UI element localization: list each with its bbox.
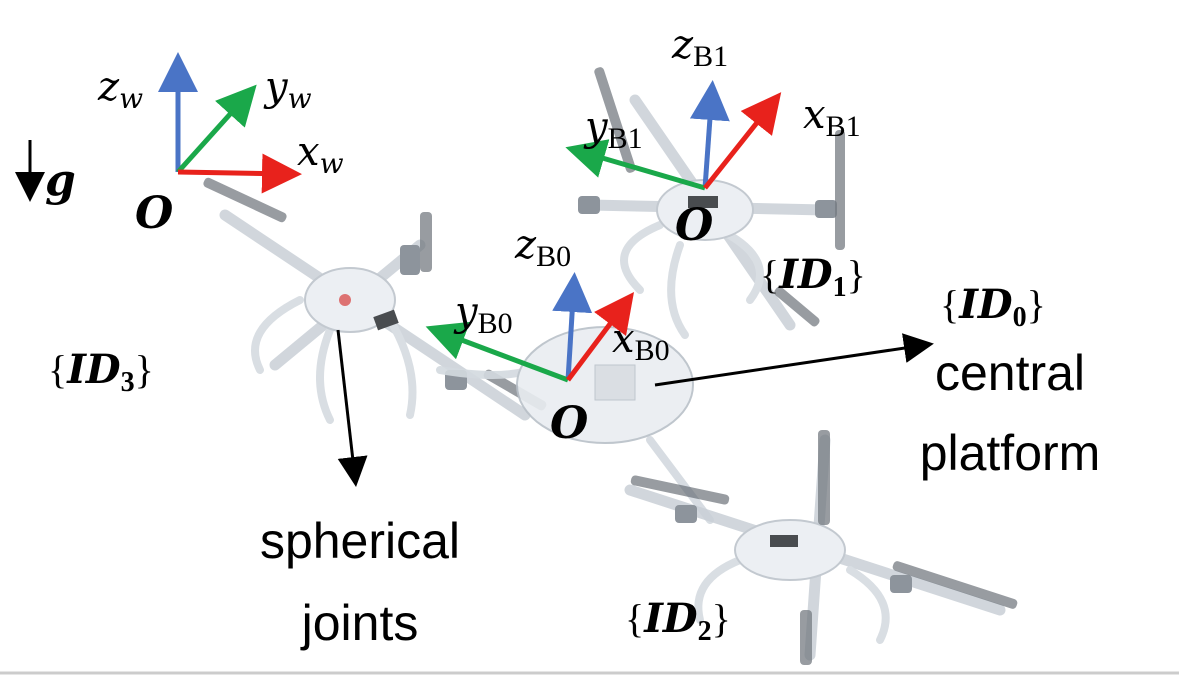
id1-label: {ID1} xyxy=(760,251,866,303)
spherical-joints-label-line2: joints xyxy=(300,595,419,651)
b1-origin-label: O xyxy=(675,200,713,251)
b0-x-axis xyxy=(566,292,634,382)
b0-x-label: xB0 xyxy=(612,316,670,367)
spherical-joints-label-line1: spherical xyxy=(260,513,460,569)
central-platform-label-line1: central xyxy=(935,345,1085,401)
b1-y-label: yB1 xyxy=(583,104,643,155)
b1-y-axis xyxy=(565,139,706,191)
id3-label: {ID3} xyxy=(48,346,154,398)
id0-label: {ID0} xyxy=(940,281,1046,333)
world-x-axis xyxy=(177,153,302,194)
gravity-indicator: g xyxy=(15,140,76,206)
drone-id1 xyxy=(578,67,845,339)
gravity-symbol: g xyxy=(45,155,76,206)
b0-origin-label: O xyxy=(550,398,588,449)
world-origin-label: O xyxy=(135,188,173,239)
central-platform-label-line2: platform xyxy=(920,425,1101,481)
b1-z-axis xyxy=(689,80,730,189)
world-y-label: yw xyxy=(263,64,312,115)
b1-x-label: xB1 xyxy=(803,92,861,143)
b0-y-axis xyxy=(425,321,569,383)
b1-z-label: zB1 xyxy=(671,22,728,73)
b0-z-axis xyxy=(552,272,593,381)
world-z-label: zw xyxy=(97,64,143,115)
world-frame: zw yw xw O xyxy=(97,52,344,239)
world-x-label: xw xyxy=(297,129,344,180)
world-y-axis xyxy=(176,84,257,174)
central-platform xyxy=(436,326,714,524)
spherical-joints-pointer xyxy=(336,329,368,487)
drone-id3 xyxy=(203,177,547,424)
body-frame-b1: zB1 yB1 xB1 O xyxy=(565,22,861,251)
drone-id2 xyxy=(624,430,1018,665)
id2-label: {ID2} xyxy=(625,595,731,647)
central-platform-pointer xyxy=(654,333,934,387)
b0-z-label: zB0 xyxy=(514,222,571,273)
b1-x-axis xyxy=(703,92,782,190)
body-frame-b0: zB0 yB0 xB0 O xyxy=(425,222,670,449)
b0-y-label: yB0 xyxy=(453,289,513,340)
